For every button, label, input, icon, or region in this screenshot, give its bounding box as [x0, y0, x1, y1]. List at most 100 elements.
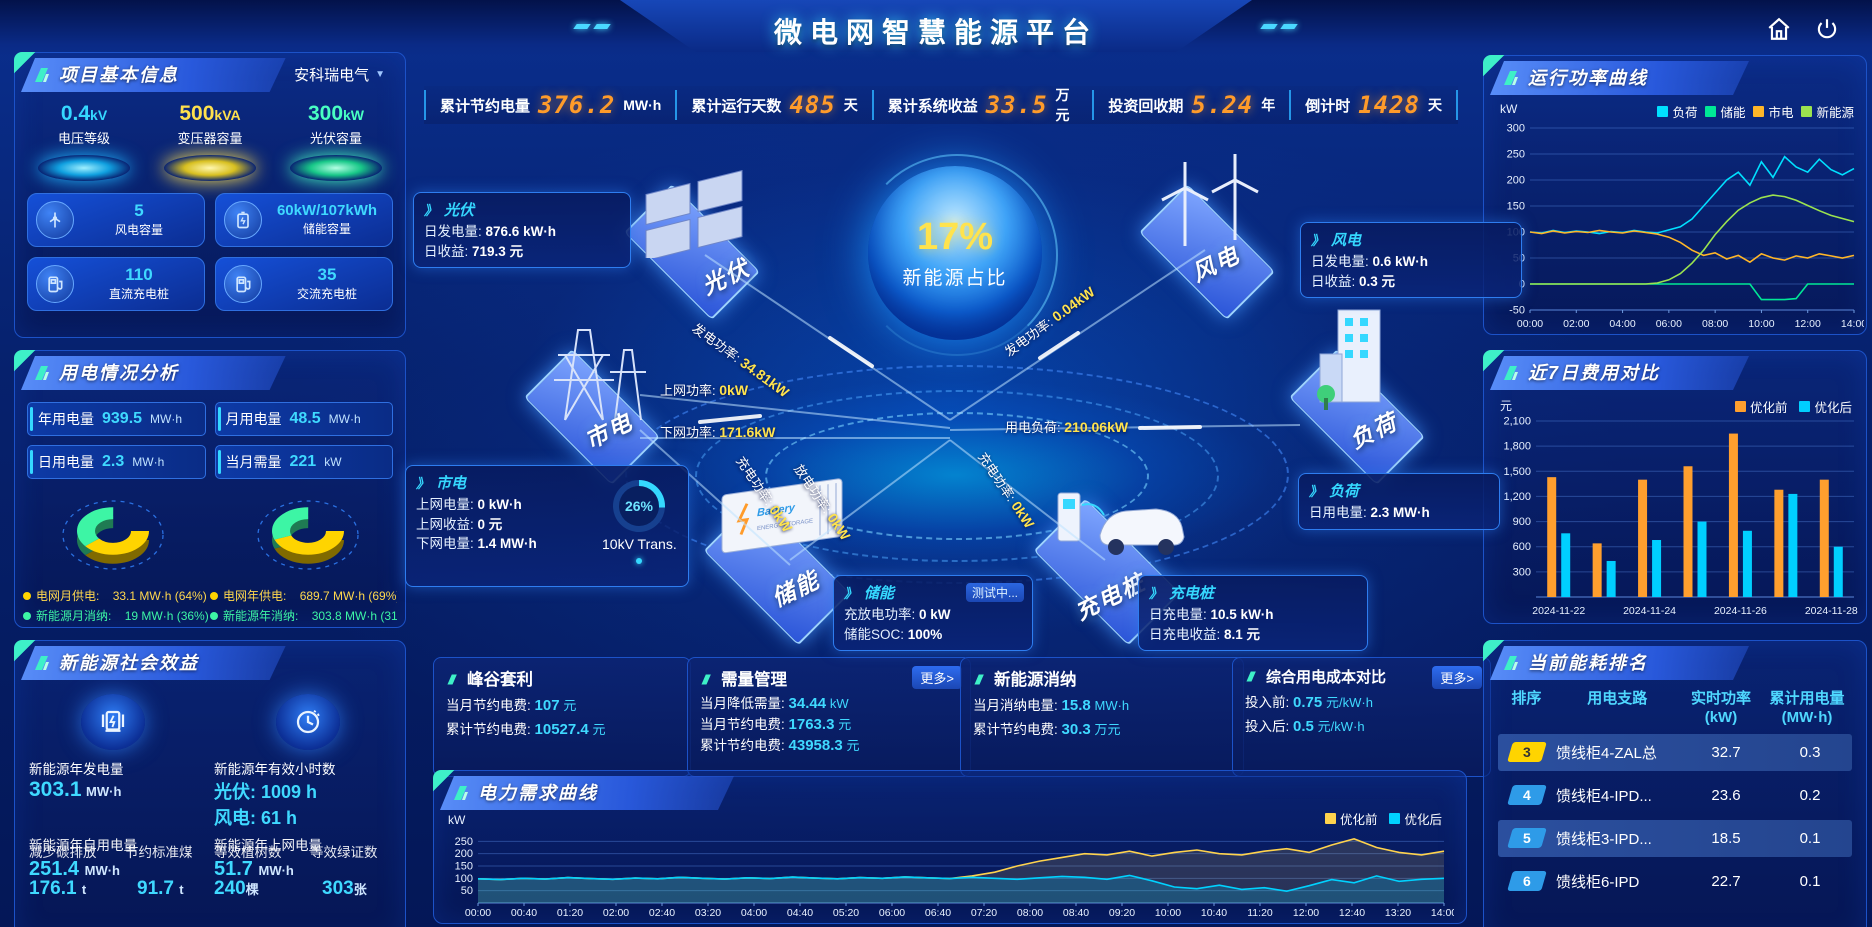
kpi-unit: 天: [843, 97, 858, 113]
load-info-box: 》负荷 日用电量: 2.3 MW·h: [1298, 473, 1500, 530]
line-label: 日发电量:: [1311, 254, 1369, 269]
stat-label: 年用电量: [38, 411, 94, 427]
legend-chip: [1389, 813, 1401, 824]
benefit-unit: 张: [353, 882, 367, 897]
legend-label: 优化前: [1339, 813, 1378, 827]
line-label: 日发电量:: [424, 224, 482, 239]
benefit-togrid-trees-certs: 新能源年上网电量 等效植树数 等效绿证数 51.7 MW·h 240棵 303张: [214, 834, 391, 899]
platform-value: 500: [179, 102, 215, 125]
benefit-label: 新能源年有效小时数: [214, 762, 336, 777]
legend-grid-month: 电网月供电: 33.1 MW·h (64%): [23, 587, 210, 604]
flow-value: 0kW: [719, 382, 749, 398]
grid-info-box: 》市电 上网电量: 0 kW·h 上网收益: 0 元 下网电量: 1.4 MW·…: [405, 465, 689, 587]
more-button[interactable]: 更多>: [912, 666, 962, 689]
legend-label: 电网年供电:: [223, 589, 287, 603]
kpi-total-income: 累计系统收益 33.5 万元: [871, 87, 1093, 123]
svg-text:250: 250: [455, 836, 473, 848]
branch-name: 馈线柜4-ZAL总: [1556, 744, 1657, 762]
benefit-unit: MW·h: [84, 863, 120, 878]
platform-label: 光伏容量: [309, 131, 362, 146]
home-icon: [1766, 16, 1792, 47]
kpi-unit: 万元: [1055, 87, 1070, 123]
benefit-unit: t: [179, 882, 184, 897]
legend-value: 689.7 MW·h (69%): [299, 588, 397, 603]
panel-corner-icon: [700, 672, 713, 685]
benefit-hours: 新能源年有效小时数 光伏: 1009 h 风电: 61 h: [214, 758, 391, 830]
kpi-value: 485: [789, 91, 836, 119]
panel-title: 峰谷套利: [467, 671, 533, 689]
flow-value: 171.6kW: [719, 424, 776, 440]
legend-chip: [1734, 401, 1746, 412]
line-value: 876.6 kW·h: [485, 224, 557, 239]
line-value: 10.5 kW·h: [1210, 607, 1274, 622]
svg-text:07:20: 07:20: [971, 907, 997, 919]
table-row[interactable]: 3 馈线柜4-ZAL总 32.7 0.3: [1498, 733, 1852, 771]
rank-badge: 6: [1507, 871, 1547, 891]
card-storage-capacity: 60kW/107kWh 储能容量: [215, 193, 393, 247]
building-icon: [1317, 309, 1381, 410]
platform-pedestal: [290, 155, 382, 181]
svg-text:02:00: 02:00: [1563, 318, 1589, 330]
line-label: 累计节约电费:: [446, 722, 531, 737]
y-axis-unit: kW: [448, 813, 466, 827]
legend-chip: [1657, 106, 1669, 117]
arrow-icon: 》: [1311, 233, 1325, 248]
ac-charger-icon: [224, 265, 262, 303]
table-row[interactable]: 6 馈线柜6-IPD 22.7 0.1: [1498, 863, 1852, 900]
card-label: 储能容量: [302, 221, 351, 236]
legend-value: 19 MW·h (36%): [124, 608, 209, 623]
legend-item: 储能: [1705, 102, 1745, 121]
svg-text:04:00: 04:00: [1609, 318, 1635, 330]
line-label: 日收益:: [424, 243, 469, 259]
kpi-run-days: 累计运行天数 485 天: [675, 90, 871, 120]
svg-text:13:20: 13:20: [1385, 907, 1411, 919]
company-select[interactable]: 安科瑞电气 ▼: [294, 64, 385, 85]
platform-value: 300: [307, 102, 344, 125]
svg-text:03:20: 03:20: [695, 907, 721, 919]
line-label: 上网收益:: [416, 516, 474, 532]
flow-label: 下网功率:: [660, 425, 716, 440]
platform-label: 变压器容量: [177, 131, 243, 146]
line-label: 当月节约电费:: [446, 698, 531, 713]
flow-label: 上网功率:: [660, 383, 716, 398]
run-power-panel: 运行功率曲线 kW 负荷 储能 市电 新能源 30025020015010050…: [1483, 55, 1867, 335]
storage-info-box: 》储能 测试中... 充放电功率: 0 kW 储能SOC: 100%: [833, 575, 1033, 652]
logout-button[interactable]: [1810, 14, 1844, 48]
benefit-unit: 棵: [245, 882, 259, 897]
flow-label: 用电负荷:: [1005, 420, 1061, 435]
panel-corner-icon: [33, 654, 51, 677]
svg-text:06:00: 06:00: [879, 907, 905, 919]
line-value: 0.75: [1293, 694, 1323, 711]
panel-title: 用电情况分析: [59, 363, 179, 383]
kpi-payback-period: 投资回收期 5.24 年: [1092, 90, 1289, 120]
table-header: 排序 用电支路 实时功率 (kW) 累计用电量 (MW·h): [1498, 690, 1852, 728]
panel-corner-icon: [33, 66, 51, 89]
line-label: 充放电功率:: [844, 607, 916, 622]
table-row[interactable]: 4 馈线柜4-IPD... 23.6 0.2: [1498, 777, 1852, 814]
kpi-bar: 累计节约电量 376.2 MW·h 累计运行天数 485 天 累计系统收益 33…: [424, 86, 1458, 124]
ev-charger-icon: [1057, 492, 1185, 555]
home-button[interactable]: [1762, 14, 1796, 48]
benefit-value: 303.1: [29, 778, 82, 801]
benefit-label: 减少碳排放: [29, 845, 97, 860]
svg-text:2024-11-22: 2024-11-22: [1532, 605, 1585, 617]
month-supply-donut-chart: [61, 500, 164, 570]
arrow-icon: 》: [1149, 586, 1163, 601]
more-button[interactable]: 更多>: [1432, 666, 1482, 689]
flow-from-grid: 下网功率: 171.6kW: [660, 422, 775, 441]
svg-text:06:40: 06:40: [925, 907, 951, 919]
flow-value: 0.04kW: [1049, 283, 1098, 325]
svg-text:50: 50: [461, 885, 473, 897]
line-value: 0.5: [1293, 718, 1314, 735]
table-row[interactable]: 5 馈线柜3-IPD... 18.5 0.1: [1498, 819, 1852, 857]
node-name: 充电桩: [1169, 585, 1215, 602]
stat-value: 221: [289, 453, 317, 470]
line-value: 100%: [907, 626, 943, 642]
power-analysis-panel: 用电情况分析 年用电量 939.5 MW·h 月用电量 48.5 MW·h 日用电量 2.…: [14, 350, 406, 628]
branch-name: 馈线柜6-IPD: [1556, 873, 1640, 891]
run-power-chart: 300250200150100500-5000:0002:0004:0006:0…: [1507, 123, 1864, 331]
platform-pedestal: [38, 155, 130, 181]
svg-text:1,200: 1,200: [1503, 491, 1531, 503]
legend-label: 新能源月消纳:: [36, 609, 112, 623]
legend-value: 33.1 MW·h (64%): [112, 588, 207, 603]
